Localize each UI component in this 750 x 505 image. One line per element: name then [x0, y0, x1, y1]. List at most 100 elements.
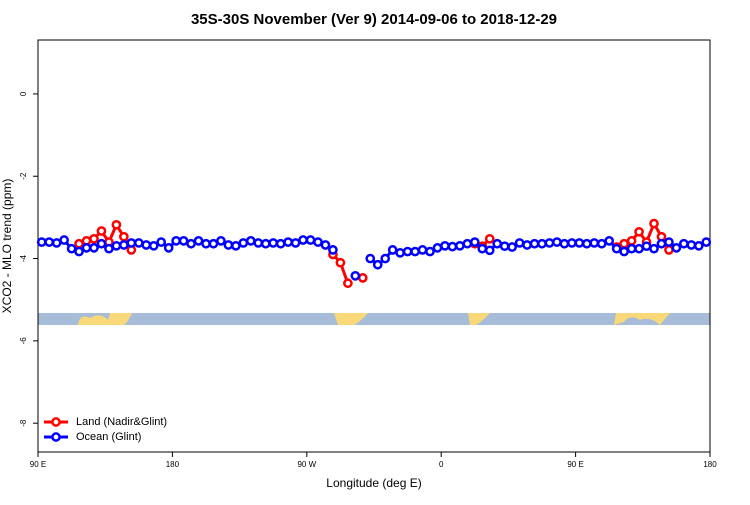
x-tick-label: 90 E [567, 460, 583, 469]
data-point [574, 238, 585, 248]
y-tick-label: -8 [19, 419, 28, 427]
data-point [111, 219, 122, 230]
y-tick-label: 0 [19, 91, 28, 96]
data-point [641, 241, 652, 252]
data-point [664, 237, 674, 247]
data-point [552, 237, 562, 247]
data-point [671, 243, 682, 253]
data-point [283, 237, 293, 247]
data-point [619, 246, 629, 257]
data-point [111, 240, 122, 251]
data-point [432, 243, 443, 253]
data-point [81, 243, 92, 253]
data-point [74, 238, 84, 249]
data-point [208, 238, 219, 249]
data-point [372, 259, 383, 270]
data-point [589, 238, 600, 248]
data-point [417, 245, 428, 255]
data-point [231, 240, 241, 251]
data-point [507, 242, 517, 252]
x-tick-label: 90 W [297, 460, 316, 469]
chart-title: 35S-30S November (Ver 9) 2014-09-06 to 2… [191, 11, 557, 28]
legend-label: Ocean (Glint) [76, 431, 141, 443]
data-point [387, 245, 398, 255]
data-point [402, 246, 413, 257]
data-point [223, 240, 234, 250]
data-point [59, 235, 69, 245]
data-point [626, 236, 637, 246]
data-point [679, 238, 689, 249]
legend-marker [51, 432, 61, 442]
data-point [171, 236, 181, 246]
y-axis-label: XCO2 - MLO trend (ppm) [0, 179, 14, 314]
data-point [619, 238, 629, 249]
data-point [484, 233, 495, 244]
data-point [440, 240, 450, 251]
data-point [275, 238, 286, 249]
data-point [36, 237, 47, 247]
data-point [298, 235, 308, 245]
data-point [313, 237, 323, 247]
data-point [186, 238, 196, 249]
data-point [320, 240, 331, 250]
y-tick-label: -2 [19, 172, 28, 180]
data-point [357, 273, 368, 283]
x-tick-label: 90 E [30, 460, 46, 469]
data-point [686, 240, 697, 250]
data-point [634, 226, 644, 237]
data-point [649, 243, 659, 254]
data-point [253, 238, 264, 248]
data-point [216, 236, 226, 246]
data-point [447, 241, 458, 252]
data-point [656, 238, 667, 249]
data-point [544, 238, 555, 248]
data-point [664, 245, 674, 255]
data-point [104, 243, 114, 254]
data-point [66, 243, 77, 254]
data-point [119, 231, 129, 242]
data-point [537, 238, 547, 249]
data-point [44, 237, 55, 247]
legend-label: Land (Nadir&Glint) [76, 416, 167, 428]
data-point [462, 238, 473, 249]
data-point [529, 238, 540, 249]
data-point [290, 238, 301, 248]
data-point [484, 245, 495, 256]
legend-marker [51, 417, 61, 427]
data-point [410, 246, 420, 257]
data-point [193, 236, 204, 246]
x-tick-label: 180 [703, 460, 717, 469]
y-tick-label: -6 [19, 337, 28, 345]
data-point [455, 240, 465, 251]
data-point [89, 233, 99, 244]
data-point [567, 238, 577, 248]
y-tick-label: -4 [19, 254, 28, 262]
data-point [148, 240, 159, 251]
data-point [604, 236, 615, 246]
data-point [96, 238, 107, 249]
data-point [133, 238, 144, 248]
data-point [634, 243, 644, 254]
data-point [499, 241, 510, 252]
data-point [365, 253, 376, 264]
data-point [522, 240, 532, 250]
data-point [693, 240, 704, 251]
data-point [328, 245, 338, 255]
x-axis-label: Longitude (deg E) [326, 476, 421, 490]
data-point [126, 238, 137, 248]
data-point [74, 246, 84, 257]
data-point [425, 246, 435, 257]
data-point [649, 218, 659, 229]
data-point [178, 236, 189, 246]
data-point [343, 278, 353, 289]
data-point [141, 240, 152, 250]
data-point [51, 238, 62, 248]
data-point [380, 253, 391, 264]
data-point [395, 247, 405, 258]
data-point [514, 238, 525, 248]
data-point [260, 238, 271, 249]
data-point [245, 236, 256, 246]
plot-frame [37, 39, 711, 453]
data-point [163, 243, 174, 253]
